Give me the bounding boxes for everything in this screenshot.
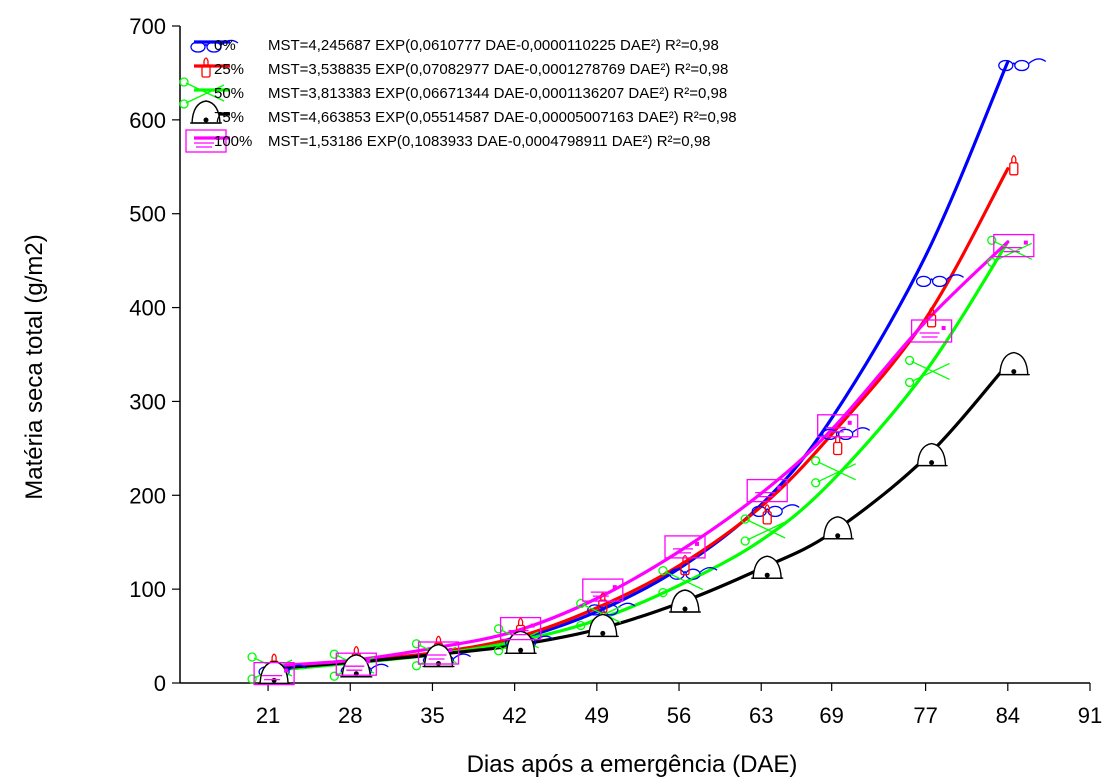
- fit-line-series-4: [266, 240, 1010, 668]
- observed-point-series-1: [1009, 155, 1019, 176]
- fit-line-series-2: [266, 240, 1010, 673]
- observed-point-series-4: [817, 414, 859, 438]
- legend-entry-0: 0% MST=4,245687 EXP(0,0610777 DAE-0,00001…: [190, 37, 719, 54]
- observed-markers: [247, 58, 1047, 686]
- legend-series-name: 50%: [214, 85, 244, 102]
- y-tick-label: 600: [129, 108, 166, 133]
- x-tick-label: 28: [338, 703, 362, 728]
- x-tick-label: 77: [913, 703, 937, 728]
- x-tick-label: 21: [256, 703, 280, 728]
- observed-point-series-3: [258, 660, 291, 685]
- observed-point-series-1: [926, 307, 937, 328]
- observed-point-series-4: [993, 233, 1035, 258]
- observed-point-series-3: [586, 613, 619, 638]
- observed-point-series-3: [751, 555, 784, 579]
- observed-point-series-3: [669, 589, 701, 613]
- legend-entry-2: 50% MST=3,813383 EXP(0,06671344 DAE-0,000…: [179, 77, 727, 109]
- observed-point-series-1: [833, 434, 843, 456]
- legend-marker: [190, 39, 239, 53]
- x-tick-label: 35: [420, 703, 444, 728]
- y-tick-label: 300: [129, 389, 166, 414]
- y-tick-label: 700: [129, 14, 166, 39]
- observed-point-series-4: [335, 652, 377, 676]
- observed-point-series-2: [904, 355, 950, 388]
- y-axis-title: Matéria seca total (g/m2): [21, 234, 48, 499]
- fit-line-series-3: [266, 362, 1010, 671]
- observed-point-series-3: [997, 351, 1030, 376]
- observed-point-series-2: [740, 514, 786, 546]
- y-tick-label: 200: [129, 483, 166, 508]
- observed-point-series-0: [998, 58, 1047, 72]
- x-tick-label: 69: [819, 703, 843, 728]
- observed-point-series-3: [504, 630, 537, 654]
- legend-marker: [185, 129, 227, 153]
- x-tick-label: 49: [585, 703, 609, 728]
- legend-marker: [190, 100, 222, 124]
- observed-point-series-1: [762, 504, 772, 525]
- legend-entry-3: 75% MST=4,663853 EXP(0,05514587 DAE-0,000…: [190, 100, 737, 126]
- observed-point-series-2: [658, 565, 704, 598]
- observed-point-series-0: [751, 504, 800, 518]
- axes: 0 100 200 300 400 500 600 700 21 28 35 42 49 56 63 69 77…: [129, 14, 1102, 728]
- observed-point-series-4: [499, 616, 542, 641]
- y-tick-label: 400: [129, 296, 166, 321]
- observed-point-series-0: [822, 427, 871, 441]
- legend-equation: MST=3,813383 EXP(0,06671344 DAE-0,000113…: [268, 85, 727, 102]
- x-axis-title: Dias após a emergência (DAE): [467, 751, 798, 778]
- observed-point-series-4: [746, 478, 788, 503]
- x-tick-label: 63: [749, 703, 773, 728]
- observed-point-series-4: [582, 578, 624, 602]
- observed-point-series-4: [910, 319, 953, 343]
- legend: 0% MST=4,245687 EXP(0,0610777 DAE-0,00001…: [179, 37, 737, 153]
- observed-point-series-1: [680, 554, 690, 576]
- observed-point-series-3: [821, 516, 854, 540]
- x-tick-label: 91: [1078, 703, 1102, 728]
- legend-entry-1: 25% MST=3,538835 EXP(0,07082977 DAE-0,000…: [194, 57, 728, 78]
- observed-point-series-4: [664, 535, 706, 559]
- observed-point-series-0: [915, 274, 964, 288]
- x-tick-label: 84: [996, 703, 1020, 728]
- legend-equation: MST=3,538835 EXP(0,07082977 DAE-0,000127…: [268, 61, 728, 78]
- legend-marker: [201, 57, 211, 78]
- legend-series-name: 0%: [214, 37, 236, 54]
- legend-entry-4: 100% MST=1,53186 EXP(0,1083933 DAE-0,0004…: [185, 129, 711, 153]
- y-tick-label: 0: [154, 671, 166, 696]
- observed-point-series-3: [915, 442, 948, 467]
- observed-point-series-4: [253, 661, 295, 686]
- observed-point-series-2: [811, 456, 856, 488]
- fit-line-series-1: [266, 167, 1010, 672]
- legend-equation: MST=4,663853 EXP(0,05514587 DAE-0,000050…: [268, 109, 737, 126]
- observed-point-series-4: [417, 641, 460, 665]
- legend-series-name: 100%: [214, 133, 252, 150]
- legend-marker: [179, 77, 225, 109]
- x-tick-label: 56: [667, 703, 691, 728]
- y-tick-label: 500: [129, 202, 166, 227]
- legend-equation: MST=4,245687 EXP(0,0610777 DAE-0,0000110…: [268, 37, 719, 54]
- x-tick-label: 42: [502, 703, 526, 728]
- legend-series-name: 25%: [214, 61, 244, 78]
- y-tick-label: 100: [129, 577, 166, 602]
- fit-lines: [266, 60, 1010, 673]
- legend-equation: MST=1,53186 EXP(0,1083933 DAE-0,00047989…: [268, 133, 711, 150]
- legend-series-name: 75%: [214, 109, 244, 126]
